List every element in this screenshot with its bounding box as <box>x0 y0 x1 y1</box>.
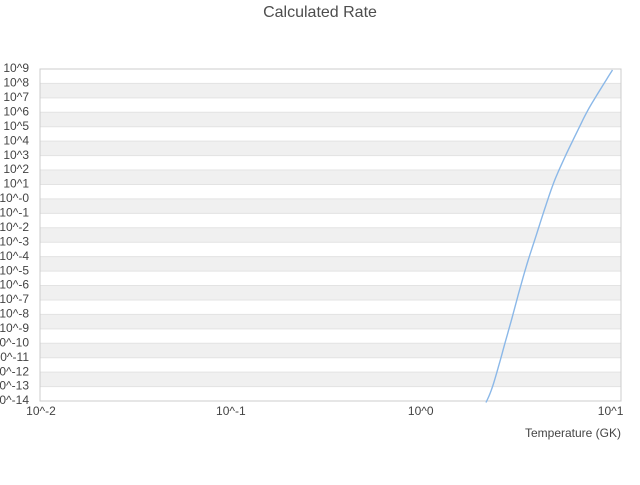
svg-text:10^-1: 10^-1 <box>216 404 246 418</box>
svg-text:10^9: 10^9 <box>3 61 29 75</box>
svg-text:10^-6: 10^-6 <box>0 278 29 292</box>
svg-text:10^-2: 10^-2 <box>26 404 56 418</box>
svg-text:10^6: 10^6 <box>3 104 29 118</box>
svg-text:10^2: 10^2 <box>3 162 29 176</box>
svg-text:10^0: 10^0 <box>408 404 434 418</box>
svg-text:Temperature (GK): Temperature (GK) <box>525 426 621 440</box>
svg-text:10^-13: 10^-13 <box>0 379 29 393</box>
svg-text:10^-8: 10^-8 <box>0 307 29 321</box>
svg-text:10^1: 10^1 <box>598 404 624 418</box>
svg-text:10^1: 10^1 <box>3 177 29 191</box>
svg-text:10^-7: 10^-7 <box>0 292 29 306</box>
svg-text:10^7: 10^7 <box>3 90 29 104</box>
svg-text:10^-0: 10^-0 <box>0 191 29 205</box>
svg-text:10^-11: 10^-11 <box>0 350 29 364</box>
svg-text:10^-3: 10^-3 <box>0 234 29 248</box>
svg-text:10^-9: 10^-9 <box>0 321 29 335</box>
svg-text:10^-4: 10^-4 <box>0 249 29 263</box>
svg-text:10^8: 10^8 <box>3 76 29 90</box>
svg-text:10^4: 10^4 <box>3 133 29 147</box>
svg-text:10^-14: 10^-14 <box>0 393 29 407</box>
svg-text:10^-10: 10^-10 <box>0 335 29 349</box>
svg-text:10^-12: 10^-12 <box>0 364 29 378</box>
svg-text:10^-1: 10^-1 <box>0 206 29 220</box>
svg-text:10^5: 10^5 <box>3 119 29 133</box>
svg-text:10^-2: 10^-2 <box>0 220 29 234</box>
svg-text:10^-5: 10^-5 <box>0 263 29 277</box>
svg-text:10^3: 10^3 <box>3 148 29 162</box>
